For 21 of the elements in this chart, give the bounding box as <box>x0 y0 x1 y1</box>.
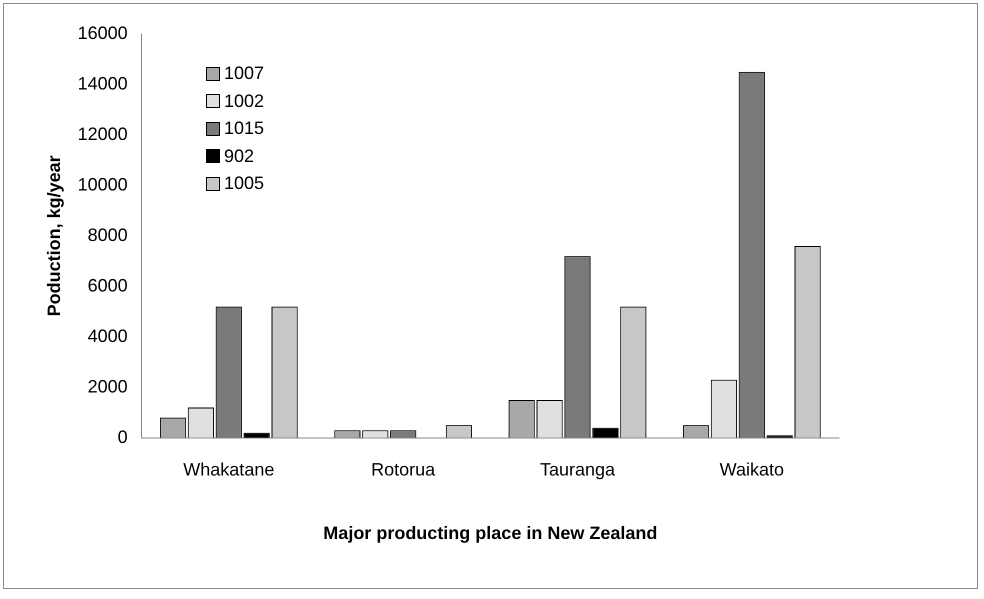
y-axis-title: Poduction, kg/year <box>44 155 64 316</box>
legend-label: 902 <box>224 146 254 167</box>
x-tick-label: Tauranga <box>540 460 616 480</box>
legend-label: 1005 <box>224 173 264 194</box>
legend-label: 1015 <box>224 118 264 140</box>
y-tick-label: 0 <box>118 426 128 447</box>
y-tick-label: 8000 <box>88 224 128 245</box>
y-tick-label: 16000 <box>78 22 128 43</box>
x-axis-title: Major producting place in New Zealand <box>323 523 658 544</box>
y-tick-label: 10000 <box>78 174 128 194</box>
y-tick-label: 6000 <box>88 275 128 296</box>
x-tick-label: Whakatane <box>183 460 274 480</box>
legend-label: 1002 <box>224 90 264 112</box>
bar <box>592 428 618 438</box>
legend-label: 1007 <box>224 63 264 84</box>
y-tick-label: 14000 <box>78 73 128 94</box>
y-tick-label: 2000 <box>88 376 128 396</box>
x-tick-label: Rotorua <box>371 460 436 480</box>
x-tick-label: Waikato <box>720 460 784 480</box>
y-tick-label: 4000 <box>88 326 128 346</box>
y-tick-label: 12000 <box>78 124 128 144</box>
